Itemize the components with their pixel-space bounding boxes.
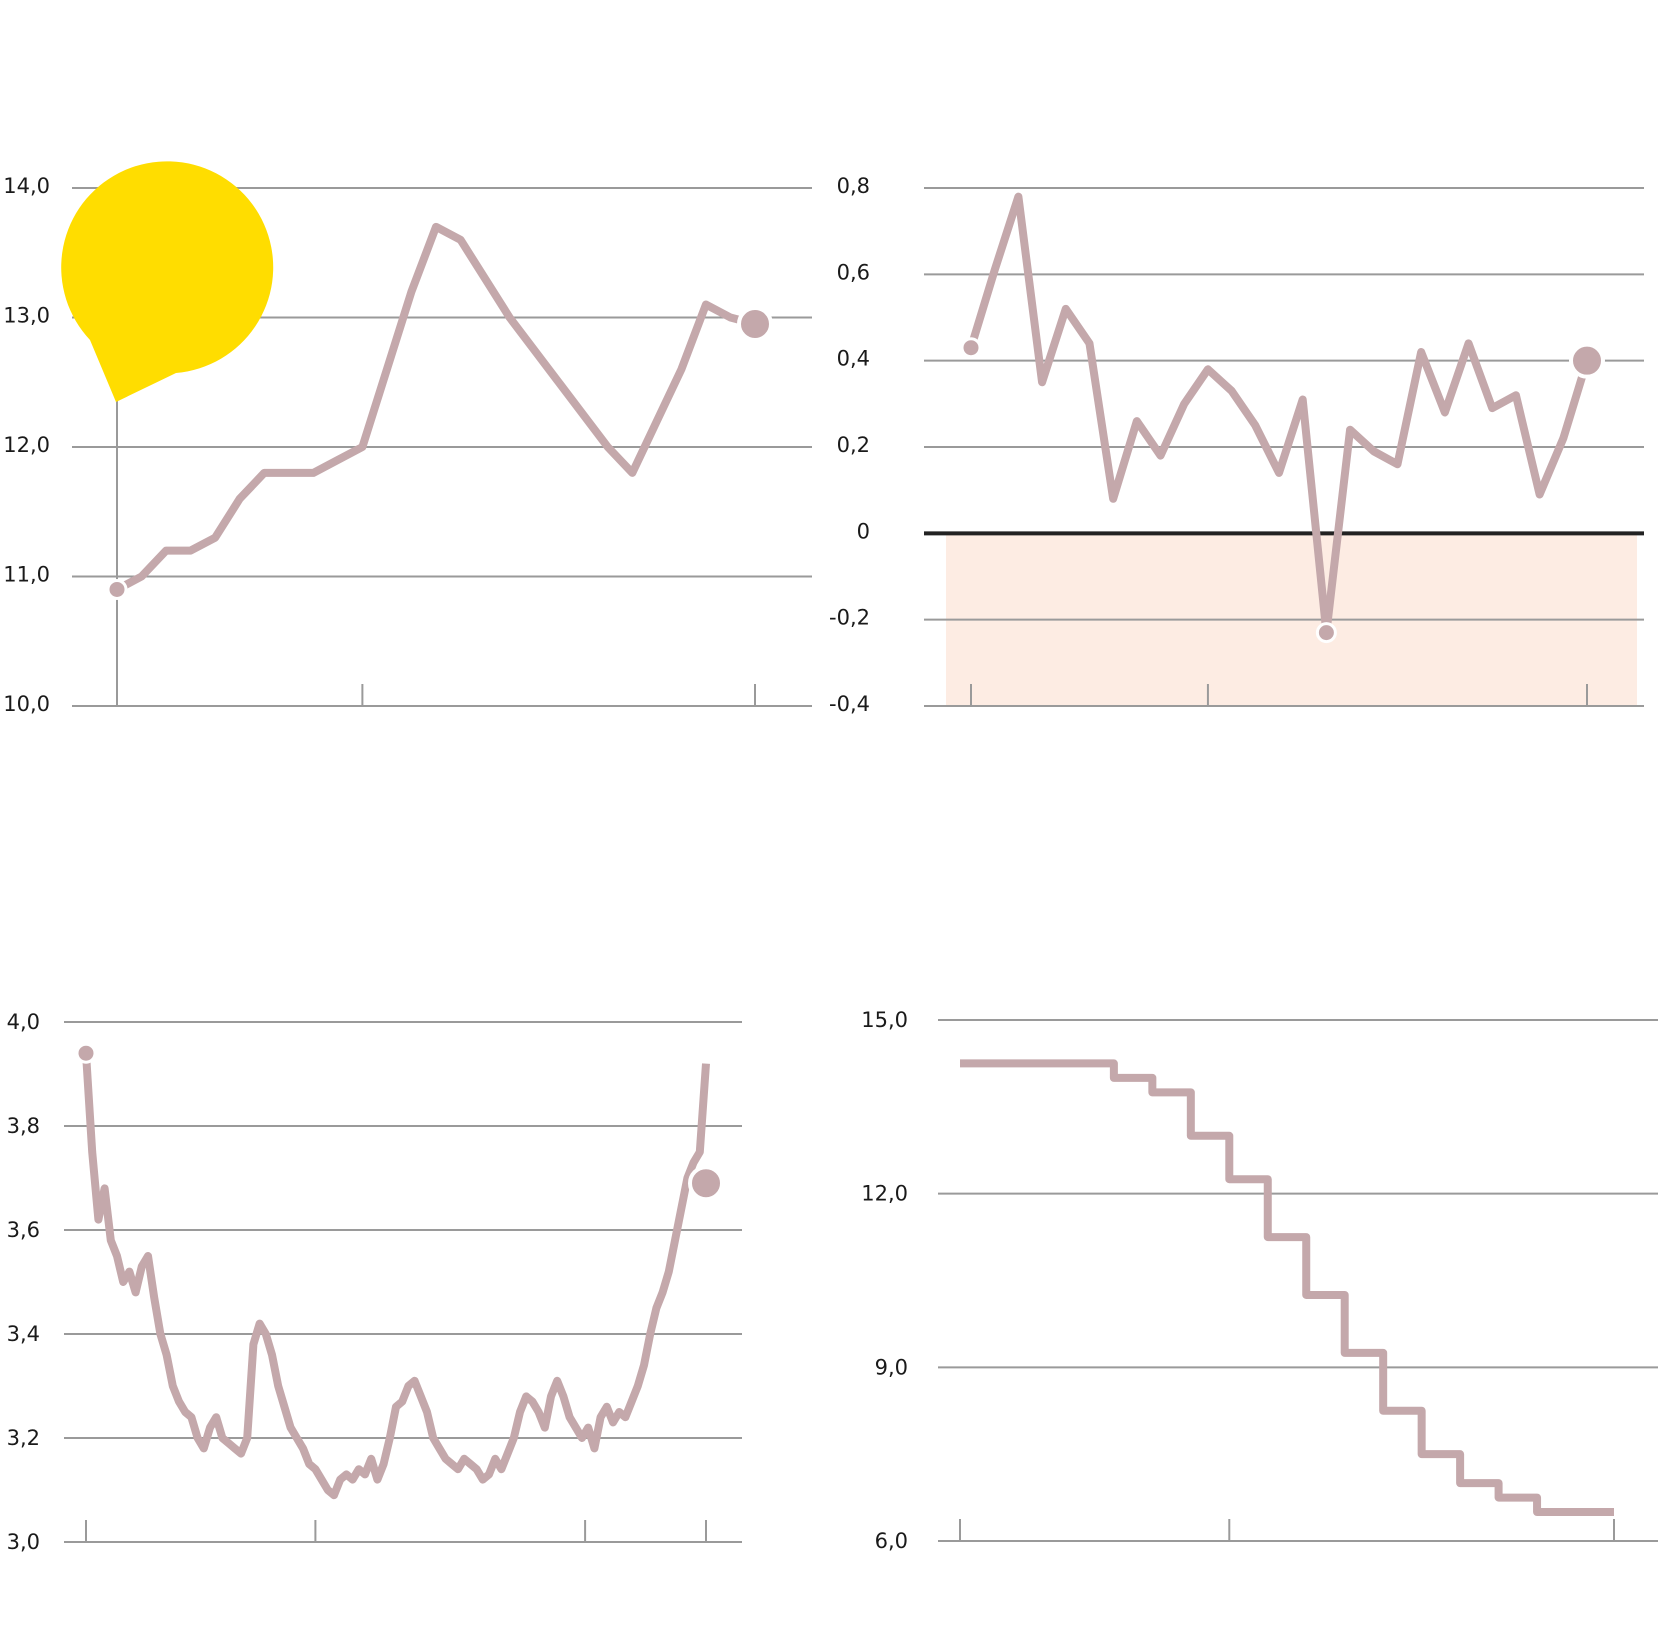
- series-line: [960, 1059, 1614, 1517]
- y-tick-label: 0,2: [837, 433, 870, 457]
- y-tick-label: 3,8: [7, 1114, 40, 1138]
- y-tick-label: 15,0: [861, 1008, 908, 1032]
- y-tick-label: 12,0: [3, 433, 50, 457]
- min-point-marker: [1315, 622, 1337, 644]
- y-tick-label: 3,2: [7, 1426, 40, 1450]
- y-tick-label: 14,0: [3, 174, 50, 198]
- y-tick-label: 0,6: [837, 260, 870, 284]
- series-line: [82, 1052, 710, 1500]
- y-tick-label: -0,4: [829, 692, 870, 716]
- chart-1: 10,0 11,0 12,0 13,0 14,0: [3, 161, 812, 716]
- y-tick-label: 12,0: [861, 1182, 908, 1206]
- y-tick-label: 10,0: [3, 692, 50, 716]
- y-tick-label: 3,6: [7, 1218, 40, 1242]
- start-point-marker: [106, 578, 128, 600]
- y-tick-label: 0,4: [837, 347, 870, 371]
- end-point-marker: [688, 1165, 724, 1202]
- y-tick-label: -0,2: [829, 606, 870, 630]
- y-tick-label: 9,0: [875, 1355, 908, 1379]
- end-point-marker: [737, 305, 773, 342]
- series-line: [967, 192, 1591, 637]
- chart-3: 3,0 3,2 3,4 3,6 3,8 4,0: [7, 1010, 742, 1554]
- series-line: [115, 222, 757, 593]
- start-point-marker: [75, 1042, 97, 1064]
- y-tick-label: 4,0: [7, 1010, 40, 1034]
- end-point-marker: [1569, 342, 1605, 379]
- y-tick-label: 6,0: [875, 1529, 908, 1553]
- chart-4: 6,0 9,0 12,0 15,0: [861, 1008, 1658, 1553]
- speech-bubble-icon: [61, 161, 274, 402]
- chart-2: -0,4 -0,2 0 0,2 0,4 0,6 0,8: [829, 174, 1644, 716]
- y-tick-label: 3,0: [7, 1530, 40, 1554]
- y-tick-label: 3,4: [7, 1322, 40, 1346]
- y-tick-label: 11,0: [3, 563, 50, 587]
- y-tick-label: 0: [857, 519, 870, 543]
- y-tick-label: 0,8: [837, 174, 870, 198]
- y-tick-label: 13,0: [3, 304, 50, 328]
- start-point-marker: [960, 337, 982, 359]
